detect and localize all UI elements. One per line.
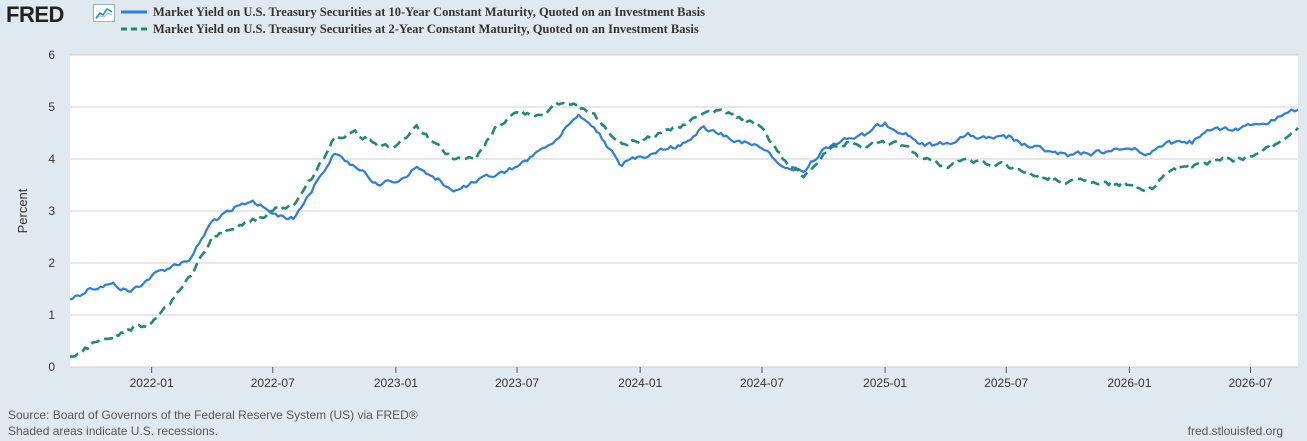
x-tick-label: 2022-07 [251,376,295,390]
site-link[interactable]: fred.stlouisfed.org [1187,424,1283,438]
series-layer [69,101,1299,358]
x-tick-label: 2026-07 [1228,376,1272,390]
series-line-2-year[interactable] [70,101,1299,358]
y-tick-label: 4 [48,152,55,166]
legend-label-2-year: Market Yield on U.S. Treasury Securities… [153,22,699,36]
x-tick-label: 2025-07 [984,376,1028,390]
legend-label-10-year: Market Yield on U.S. Treasury Securities… [153,5,705,19]
fred-logo[interactable]: FRED [6,2,64,27]
chart-header: FRED Market Yield on U.S. Treasury Secur… [0,0,1307,44]
y-tick-label: 5 [48,100,55,114]
grid-lines [70,54,1298,368]
source-note: Source: Board of Governors of the Federa… [8,408,418,422]
x-tick-label: 2023-07 [495,376,539,390]
y-tick-label: 3 [48,204,55,218]
y-tick-label: 2 [48,256,55,270]
x-tick-label: 2023-01 [374,376,418,390]
line-chart: 0 1 2 3 4 5 6 2022-01 2022-07 2023-01 2023-07 2024… [15,48,1299,390]
x-tick-label: 2024-01 [618,376,662,390]
series-line-10-year[interactable] [69,108,1299,301]
x-tick-label: 2026-01 [1107,376,1151,390]
recession-note: Shaded areas indicate U.S. recessions. [8,424,219,438]
x-tick-label: 2022-01 [130,376,174,390]
line-chart-icon [93,4,115,22]
y-tick-label: 6 [48,48,55,62]
x-tick-label: 2024-07 [740,376,784,390]
x-tick-label: 2025-01 [863,376,907,390]
legend-line-solid [121,10,147,14]
y-tick-label: 1 [48,308,55,322]
y-tick-label: 0 [48,360,55,374]
legend-line-dashed [121,27,147,31]
x-axis-ticks: 2022-01 2022-07 2023-01 2023-07 2024-01 2024-… [130,367,1273,390]
y-axis-label: Percent [15,188,30,233]
y-axis-ticks: 0 1 2 3 4 5 6 [48,48,55,374]
